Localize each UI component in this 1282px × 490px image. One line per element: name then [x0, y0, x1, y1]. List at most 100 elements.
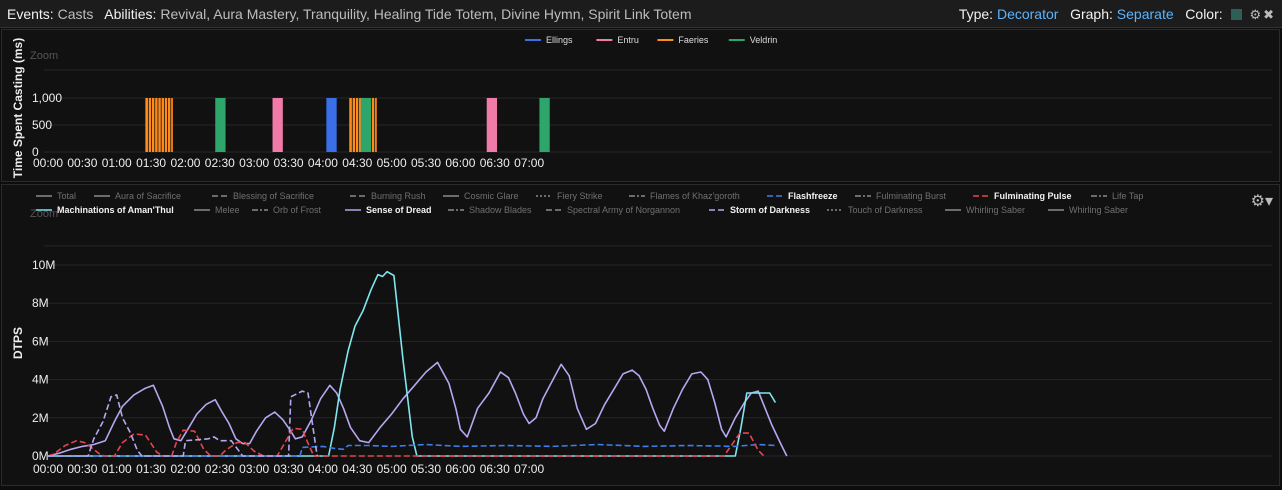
x-tick-label-9: 04:30	[342, 156, 372, 170]
chart-options-gear-icon[interactable]: ⚙▾	[1250, 193, 1273, 210]
casting-chart: Ellings Entru Faeries Veldrin Zoom 0 500 1,000 T…	[11, 35, 1272, 178]
x-tick-label-12: 06:00	[445, 156, 475, 170]
legend-label-16: Spectral Army of Norgannon	[567, 205, 680, 215]
y-axis-title: DTPS	[11, 327, 25, 359]
legend-label-6: Flames of Khaz'goroth	[650, 191, 740, 201]
x-tick-label-11: 05:30	[411, 462, 441, 476]
x-tick-label-4: 02:00	[170, 156, 200, 170]
legend-label-13: Orb of Frost	[273, 205, 322, 215]
legend-label-20: Whirling Saber	[1069, 205, 1128, 215]
cast-bar-1	[215, 98, 226, 152]
x-tick-label-13: 06:30	[480, 462, 510, 476]
x-tick-label-1: 00:30	[67, 462, 97, 476]
x-tick-label-14: 07:00	[514, 462, 544, 476]
legend-label-3: Veldrin	[750, 35, 778, 45]
x-tick-label-8: 04:00	[308, 462, 338, 476]
color-label: Color:	[1185, 6, 1223, 22]
legend-label-17: Storm of Darkness	[730, 205, 810, 215]
abilities-value[interactable]: Revival, Aura Mastery, Tranquility, Heal…	[160, 6, 692, 22]
legend-label-7: Flashfreeze	[788, 191, 838, 201]
abilities-label: Abilities:	[104, 6, 157, 22]
x-tick-label-0: 00:00	[33, 156, 63, 170]
cast-bar-0	[145, 98, 173, 152]
x-tick-label-0: 00:00	[33, 462, 63, 476]
y-tick-label-4: 8M	[32, 296, 49, 310]
color-swatch[interactable]	[1230, 9, 1242, 20]
legend-label-11: Machinations of Aman'Thul	[57, 205, 174, 215]
type-label: Type:	[958, 6, 994, 22]
legend-label-1: Aura of Sacrifice	[115, 191, 181, 201]
legend-label-12: Melee	[215, 205, 240, 215]
y-tick-label-3: 6M	[32, 334, 49, 348]
legend-label-1: Entru	[617, 35, 639, 45]
cast-bar-7	[539, 98, 550, 152]
legend-label-10: Life Tap	[1112, 191, 1143, 201]
legend-label-18: Touch of Darkness	[848, 205, 923, 215]
top-toolbar: Events: Casts Abilities: Revival, Aura M…	[0, 0, 1282, 28]
legend-label-4: Cosmic Glare	[464, 191, 519, 201]
x-tick-label-2: 01:00	[102, 156, 132, 170]
x-tick-label-11: 05:30	[411, 156, 441, 170]
x-tick-label-9: 04:30	[342, 462, 372, 476]
x-tick-label-2: 01:00	[102, 462, 132, 476]
legend-label-9: Fulminating Pulse	[994, 191, 1072, 201]
series-line-4	[48, 390, 318, 457]
x-tick-label-6: 03:00	[239, 462, 269, 476]
graph-select[interactable]: Separate	[1116, 6, 1174, 22]
x-tick-label-3: 01:30	[136, 462, 166, 476]
x-tick-label-12: 06:00	[445, 462, 475, 476]
x-tick-label-7: 03:30	[274, 156, 304, 170]
close-icon[interactable]: ✖	[1263, 7, 1274, 22]
y-tick-label-2: 4M	[32, 373, 49, 387]
legend-label-19: Whirling Saber	[966, 205, 1025, 215]
y-tick-label-0: 0	[32, 145, 39, 159]
x-tick-label-6: 03:00	[239, 156, 269, 170]
x-tick-label-5: 02:30	[205, 462, 235, 476]
y-axis-title: Time Spent Casting (ms)	[11, 38, 25, 178]
x-tick-label-3: 01:30	[136, 156, 166, 170]
y-tick-label-2: 1,000	[32, 91, 62, 105]
x-tick-label-4: 02:00	[170, 462, 200, 476]
x-tick-label-5: 02:30	[205, 156, 235, 170]
graph-label: Graph:	[1070, 6, 1113, 22]
casting-chart-panel: Ellings Entru Faeries Veldrin Zoom 0 500 1,000 T…	[1, 29, 1280, 182]
x-tick-label-13: 06:30	[480, 156, 510, 170]
series-line-0	[47, 361, 788, 457]
y-tick-label-1: 2M	[32, 411, 49, 425]
legend-label-2: Blessing of Sacrifice	[233, 191, 314, 201]
gear-icon[interactable]: ⚙	[1249, 7, 1262, 22]
x-tick-label-7: 03:30	[274, 462, 304, 476]
legend-label-3: Burning Rush	[371, 191, 426, 201]
x-tick-label-8: 04:00	[308, 156, 338, 170]
legend-label-0: Ellings	[546, 35, 573, 45]
legend-label-5: Fiery Strike	[557, 191, 603, 201]
x-tick-label-1: 00:30	[67, 156, 97, 170]
events-label: Events:	[7, 6, 54, 22]
y-tick-label-1: 500	[32, 118, 52, 132]
events-value[interactable]: Casts	[57, 6, 94, 22]
legend-label-14: Sense of Dread	[366, 205, 432, 215]
y-tick-label-0: 0M	[32, 449, 49, 463]
series-line-1	[48, 270, 777, 457]
legend-label-0: Total	[57, 191, 76, 201]
cast-bar-2	[272, 98, 283, 152]
x-tick-label-14: 07:00	[514, 156, 544, 170]
x-tick-label-10: 05:00	[377, 156, 407, 170]
toolbar-right: Type: Decorator Graph: Separate Color: ⚙…	[959, 0, 1274, 29]
zoom-label: Zoom	[30, 208, 58, 220]
y-tick-label-5: 10M	[32, 258, 55, 272]
legend-label-15: Shadow Blades	[469, 205, 532, 215]
series-line-2	[48, 443, 776, 457]
zoom-label: Zoom	[30, 50, 58, 62]
type-select[interactable]: Decorator	[996, 6, 1059, 22]
cast-bar-5	[360, 98, 372, 152]
series-line-3	[47, 427, 765, 457]
toolbar-left: Events: Casts Abilities: Revival, Aura M…	[7, 0, 692, 28]
cast-bar-3	[326, 98, 337, 152]
legend-label-8: Fulminating Burst	[876, 191, 947, 201]
x-tick-label-10: 05:00	[377, 462, 407, 476]
cast-bar-6	[486, 98, 498, 152]
dtps-chart-panel: Total Aura of Sacrifice Blessing of Sacrif…	[1, 184, 1280, 486]
legend-label-2: Faeries	[678, 35, 709, 45]
dtps-chart: Total Aura of Sacrifice Blessing of Sacrif…	[11, 191, 1272, 476]
